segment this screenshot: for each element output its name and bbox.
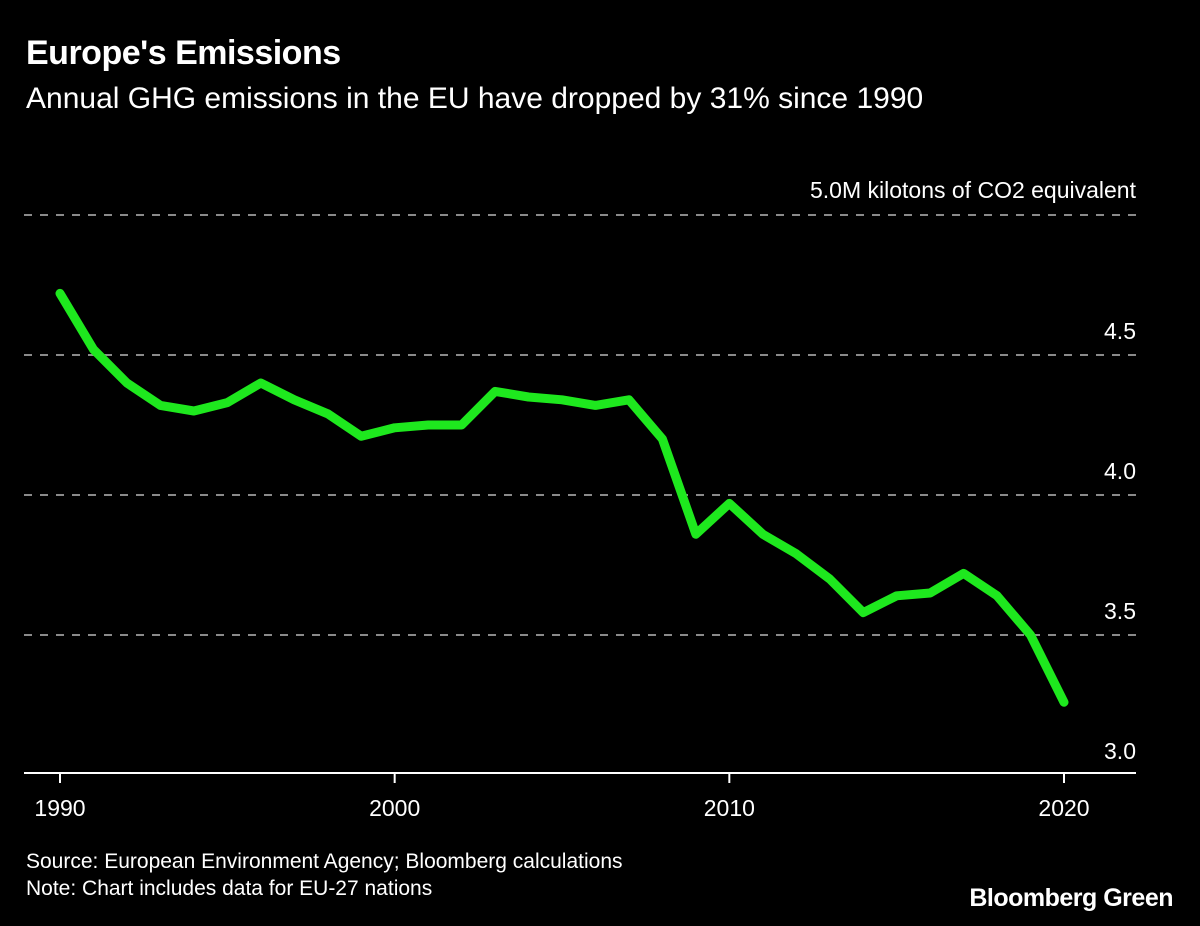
source-note: Source: European Environment Agency; Blo… bbox=[26, 850, 623, 873]
x-tick-label: 2010 bbox=[704, 795, 755, 821]
chart-subtitle: Annual GHG emissions in the EU have drop… bbox=[26, 82, 924, 115]
x-tick-label: 1990 bbox=[34, 795, 85, 821]
unit-label: 5.0M kilotons of CO2 equivalent bbox=[810, 177, 1137, 203]
y-tick-label: 4.5 bbox=[1104, 318, 1136, 344]
y-tick-label: 4.0 bbox=[1104, 458, 1136, 484]
x-tick-label: 2020 bbox=[1038, 795, 1089, 821]
x-tick-label: 2000 bbox=[369, 795, 420, 821]
emissions-line bbox=[55, 288, 1069, 707]
chart-title: Europe's Emissions bbox=[26, 34, 341, 72]
y-tick-label: 3.0 bbox=[1104, 738, 1136, 764]
data-note: Note: Chart includes data for EU-27 nati… bbox=[26, 877, 433, 900]
brand-logo: Bloomberg Green bbox=[969, 884, 1173, 912]
y-tick-label: 3.5 bbox=[1104, 598, 1136, 624]
